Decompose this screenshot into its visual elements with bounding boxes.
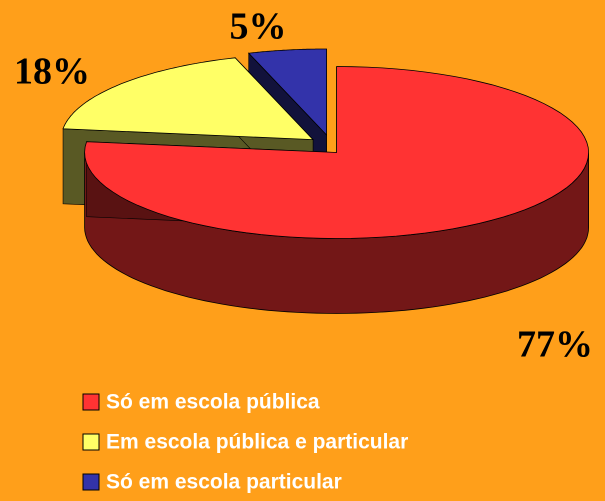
slice	[247, 48, 327, 137]
slice	[62, 57, 314, 141]
value-label: 5%	[230, 6, 287, 48]
value-label: 77%	[517, 324, 593, 366]
legend-label: Só em escola pública	[106, 391, 320, 414]
value-label: 18%	[14, 51, 90, 93]
legend-swatch	[82, 473, 100, 491]
legend-label: Só em escola particular	[106, 471, 342, 494]
legend-swatch	[82, 393, 100, 411]
legend-label: Em escola pública e particular	[106, 431, 408, 454]
slice	[84, 66, 590, 239]
legend-swatch	[82, 433, 100, 451]
